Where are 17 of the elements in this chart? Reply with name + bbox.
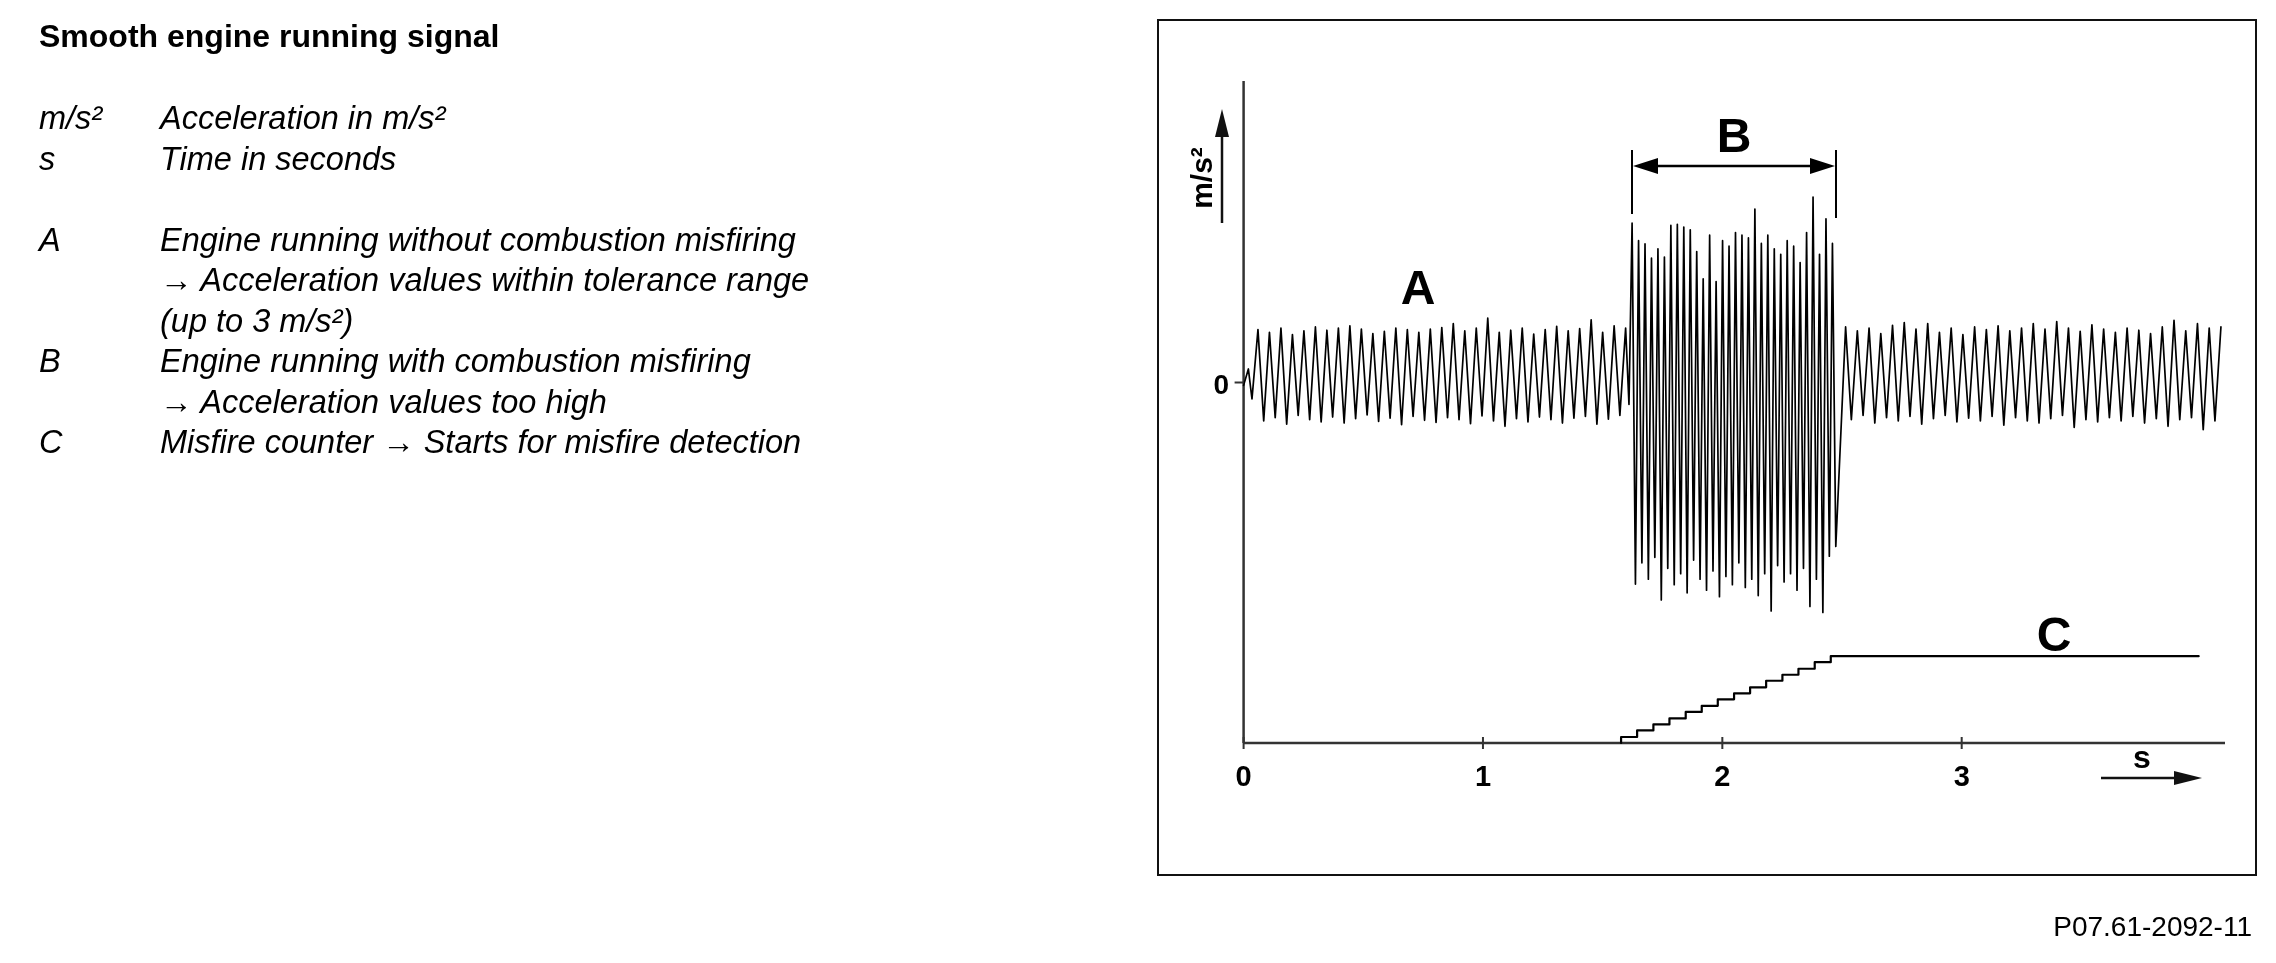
annotation: A [1400, 260, 1436, 314]
x-tick-label: 2 [1714, 760, 1731, 792]
text: C Misfire counter → Starts for misfire detection [39, 424, 802, 460]
text: m/s² Acceleration in m/s² [39, 100, 446, 136]
text: A Engine running without combustion misfiring → Acceleration values within tolerance range (up to 3 m/s²) [39, 221, 810, 339]
text: B [1716, 108, 1752, 162]
text: 0 [1213, 368, 1229, 400]
text: P07.61-2092-11 [2053, 910, 2252, 942]
x-tick-label: 0 [1235, 760, 1252, 792]
annotation: C [2036, 607, 2072, 661]
x-axis-title: s [2133, 739, 2151, 775]
text: Smooth engine running signal [39, 18, 500, 54]
x-tick-label: 1 [1474, 760, 1492, 792]
x-tick-label: 3 [1953, 760, 1970, 792]
text: B Engine running with combustion misfiring → Acceleration values too high [39, 343, 751, 420]
text: s Time in seconds [39, 140, 397, 177]
y-axis-title: m/s² [1184, 147, 1218, 209]
